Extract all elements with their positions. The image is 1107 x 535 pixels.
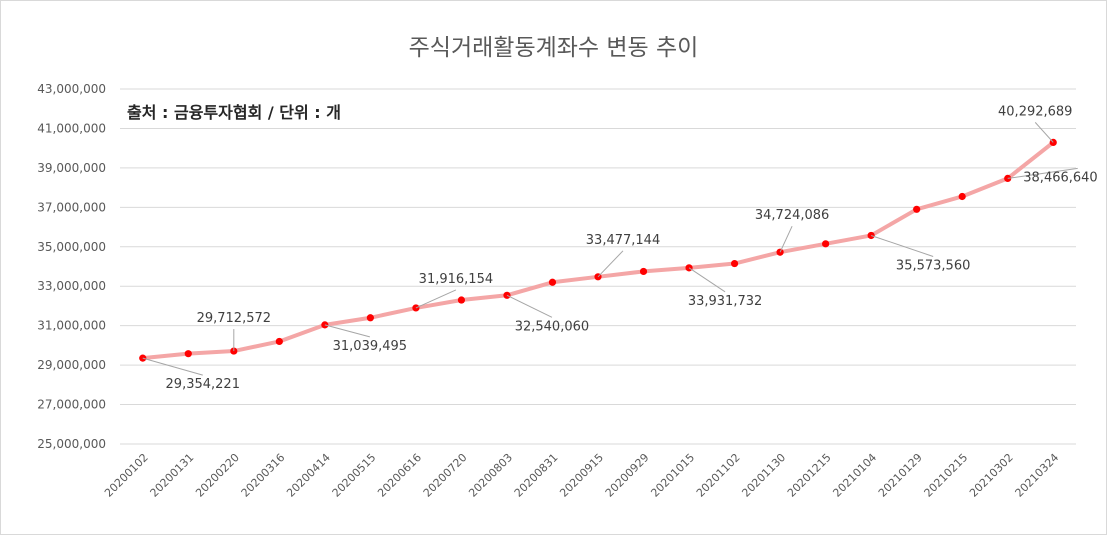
x-tick-label: 20210104 — [830, 451, 879, 500]
data-label: 34,724,086 — [755, 208, 829, 223]
x-tick-label: 20210215 — [922, 451, 971, 500]
x-tick-label: 20210129 — [876, 451, 925, 500]
leader-line — [142, 357, 203, 376]
y-tick-label: 31,000,000 — [37, 319, 106, 333]
data-label: 29,354,221 — [166, 377, 240, 392]
y-tick-label: 29,000,000 — [37, 358, 106, 372]
leader-line — [688, 267, 726, 293]
x-tick-label: 20200414 — [284, 451, 333, 500]
data-label: 33,931,732 — [688, 294, 762, 309]
series-layer — [139, 138, 1057, 362]
chart-title: 주식거래활동계좌수 변동 추이 — [408, 35, 699, 61]
data-label: 35,573,560 — [896, 258, 970, 273]
x-tick-label: 20201015 — [648, 451, 697, 500]
leader-line — [1007, 167, 1078, 179]
source-note: 출처 : 금융투자협회 / 단위 : 개 — [127, 103, 341, 122]
data-point — [913, 205, 921, 213]
data-label: 31,916,154 — [419, 272, 493, 287]
leader-line — [506, 294, 553, 318]
x-tick-label: 20200316 — [239, 451, 288, 500]
x-tick-label: 20201102 — [694, 451, 743, 500]
x-tick-label: 20210324 — [1013, 451, 1062, 500]
x-tick-label: 20200803 — [466, 451, 515, 500]
leader-line — [597, 250, 624, 278]
leader-line — [415, 289, 457, 309]
data-point — [457, 296, 466, 304]
data-point — [639, 267, 648, 276]
x-tick-label: 20200102 — [102, 451, 151, 500]
x-tick-label: 20200831 — [512, 451, 561, 500]
x-tick-label: 20201215 — [785, 451, 834, 500]
y-tick-label: 37,000,000 — [37, 200, 106, 214]
y-tick-label: 33,000,000 — [37, 279, 106, 293]
data-point — [184, 350, 192, 358]
data-point — [275, 337, 283, 346]
x-tick-label: 20201130 — [739, 451, 788, 500]
y-tick-label: 43,000,000 — [37, 82, 106, 96]
data-label: 40,292,689 — [998, 104, 1072, 119]
x-tick-label: 20200220 — [193, 451, 242, 500]
data-label: 29,712,572 — [197, 311, 271, 326]
y-tick-label: 27,000,000 — [37, 398, 106, 412]
y-tick-label: 39,000,000 — [37, 161, 106, 175]
data-point — [548, 278, 557, 286]
data-point — [730, 259, 739, 268]
data-point — [958, 192, 966, 201]
x-axis: 2020010220200131202002202020031620200414… — [102, 451, 1061, 500]
leader-line — [779, 226, 793, 253]
gridlines — [120, 88, 1076, 445]
data-point — [822, 240, 830, 248]
data-label: 31,039,495 — [333, 339, 407, 354]
y-tick-label: 35,000,000 — [37, 240, 106, 254]
x-tick-label: 20200515 — [330, 451, 379, 500]
x-tick-label: 20200720 — [421, 451, 470, 500]
data-label: 38,466,640 — [1023, 170, 1097, 185]
x-tick-label: 20200929 — [603, 451, 652, 500]
y-tick-label: 41,000,000 — [37, 121, 106, 135]
x-tick-label: 20210302 — [967, 451, 1016, 500]
leader-line — [870, 234, 934, 257]
y-tick-label: 25,000,000 — [37, 437, 106, 451]
data-label: 33,477,144 — [586, 233, 660, 248]
x-tick-label: 20200131 — [148, 451, 197, 500]
leader-line — [1034, 122, 1054, 143]
x-tick-label: 20200915 — [557, 451, 606, 500]
x-tick-label: 20200616 — [375, 451, 424, 500]
data-labels: 29,354,221 29,712,572 31,039,495 31,916,154… — [142, 104, 1098, 392]
data-label: 32,540,060 — [515, 319, 589, 334]
leader-line — [324, 324, 370, 338]
data-point — [366, 314, 374, 322]
y-axis: 25,000,000 27,000,000 29,000,000 31,000,000… — [37, 82, 106, 451]
